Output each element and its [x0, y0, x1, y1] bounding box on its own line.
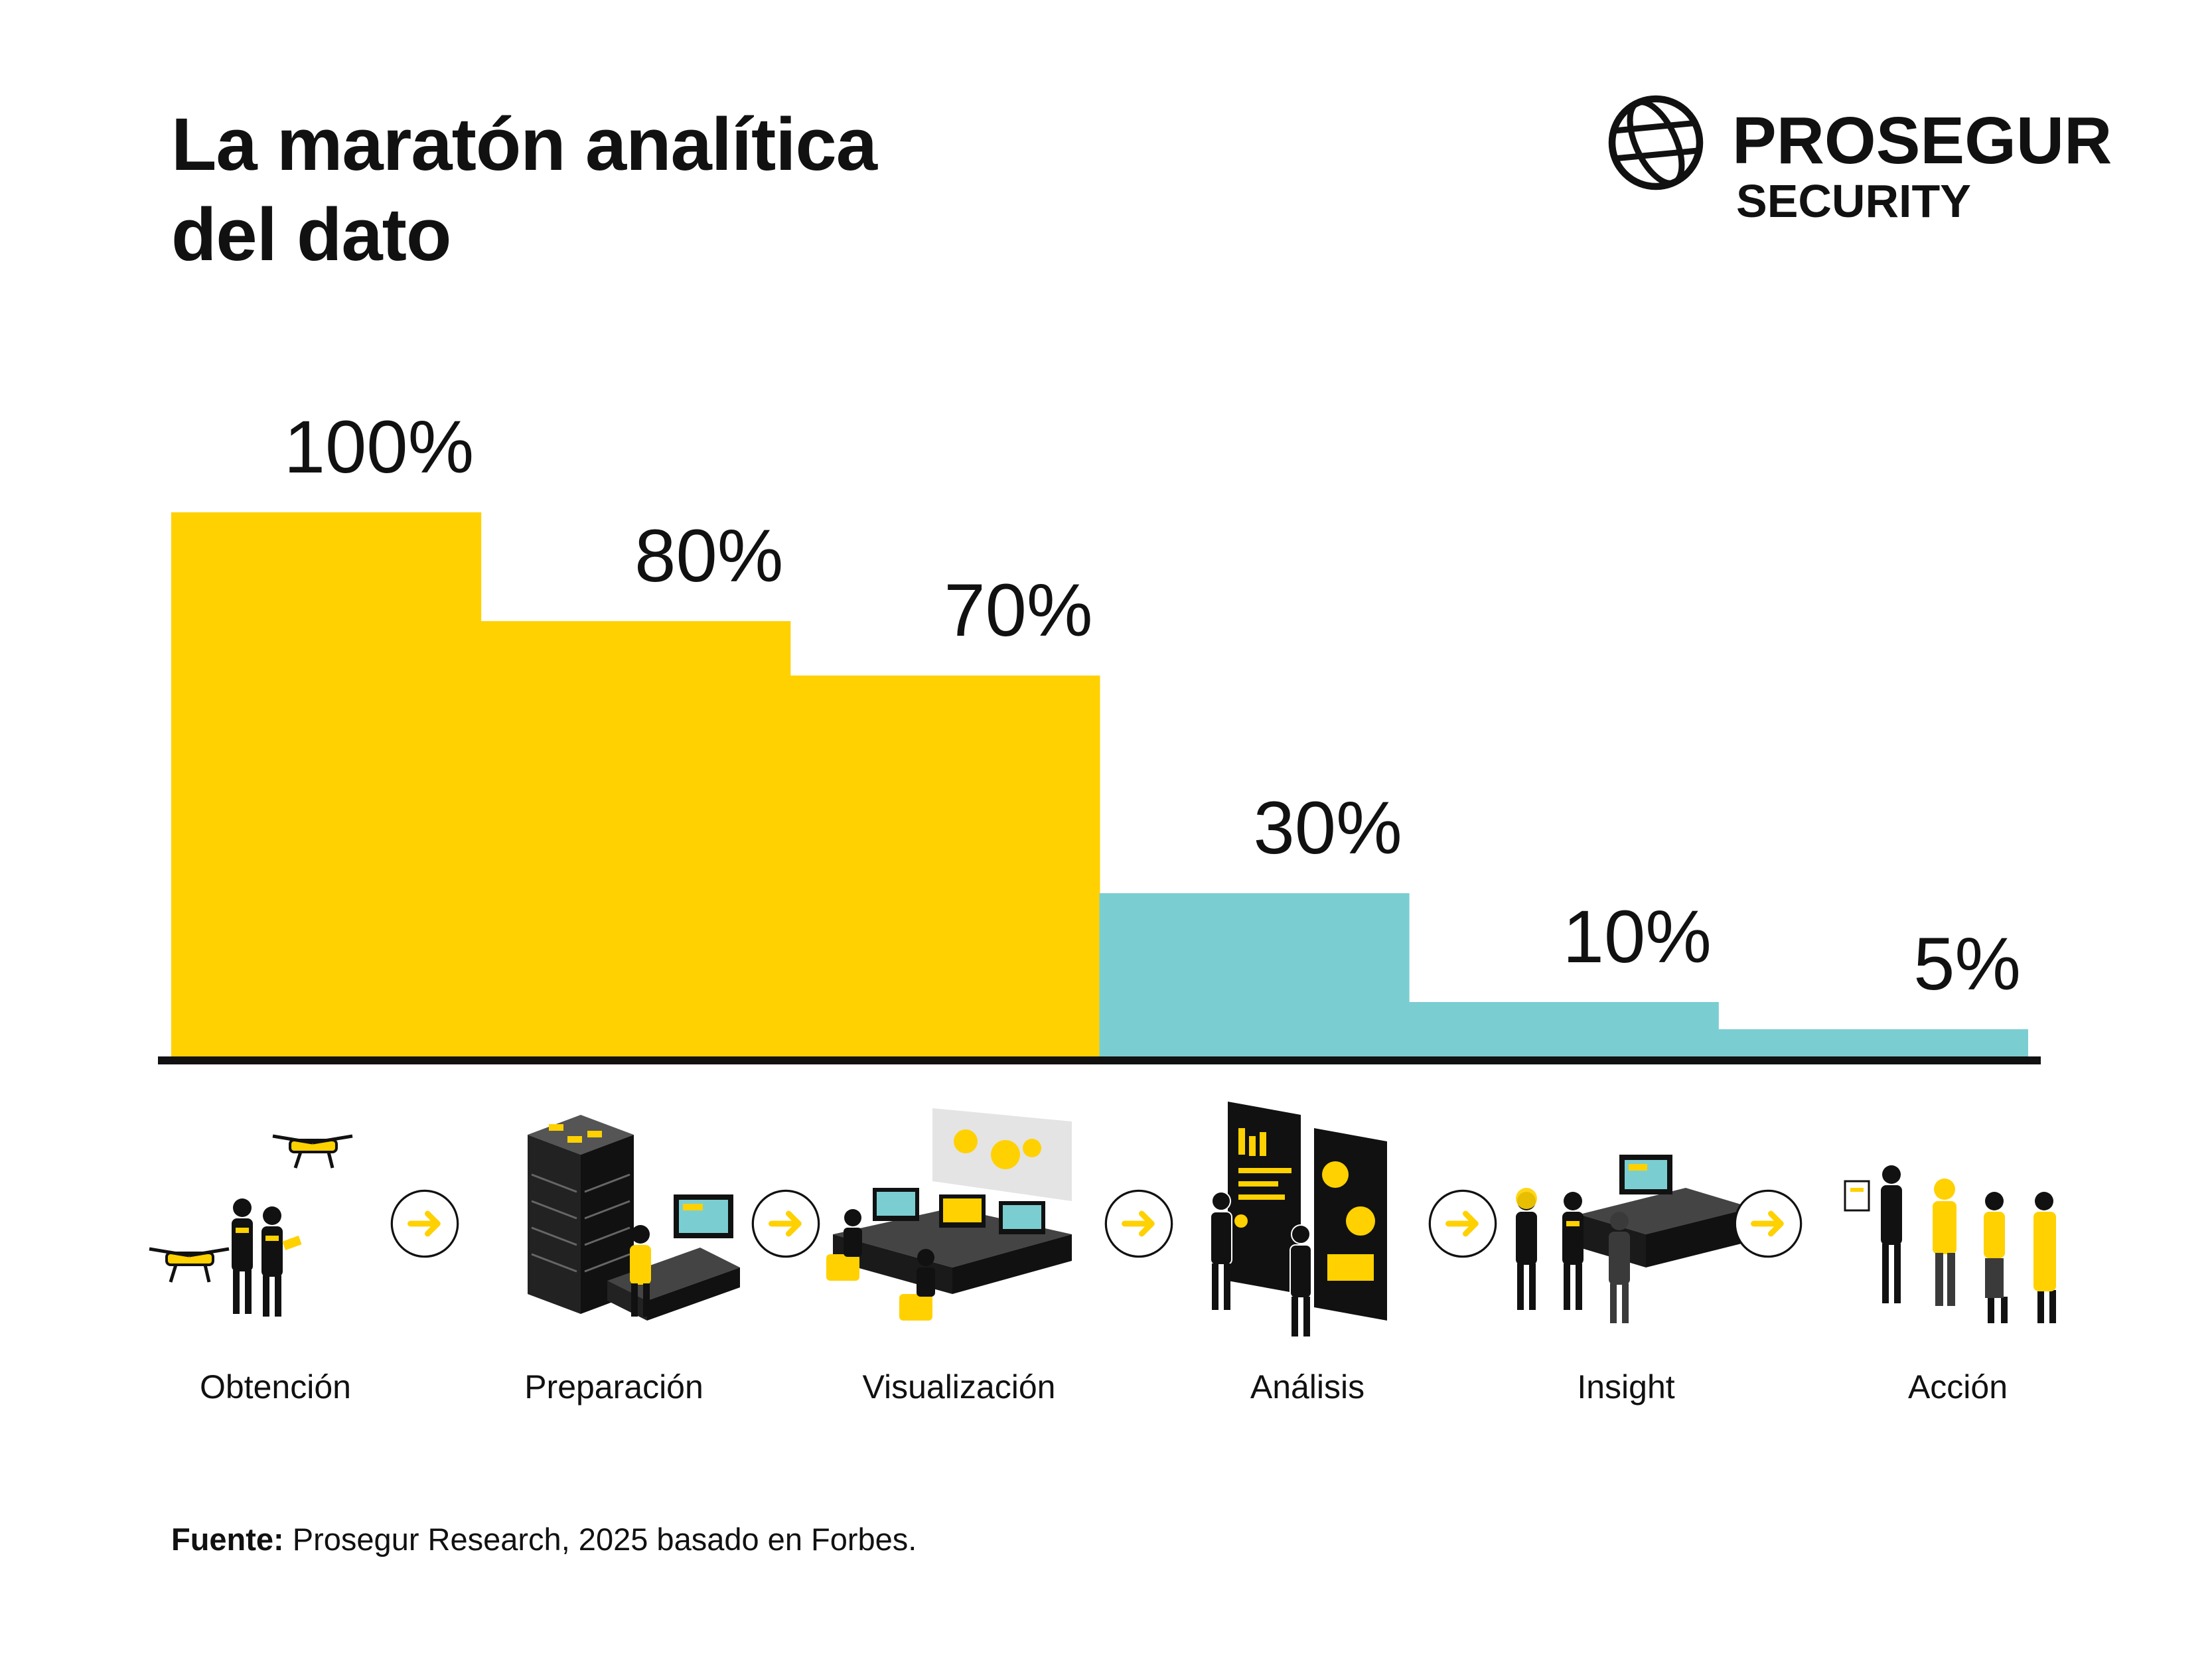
arrow-right-icon — [1733, 1189, 1803, 1258]
bar-1 — [171, 512, 482, 1056]
stage-label: Insight — [1577, 1368, 1675, 1406]
arrow-right-icon — [751, 1189, 820, 1258]
bar-5 — [1408, 1002, 1719, 1056]
field-team-icon — [1844, 1165, 2056, 1323]
arrow-right-icon — [1428, 1189, 1497, 1258]
bar-value-label-5: 10% — [1563, 895, 1712, 978]
bar-value-label-3: 70% — [944, 569, 1092, 652]
meeting-team-icon — [1516, 1155, 1752, 1323]
page-title: La maratón analítica del dato — [171, 100, 877, 280]
bar-value-label-4: 30% — [1253, 786, 1402, 869]
bar-4 — [1099, 893, 1410, 1056]
bar-6 — [1718, 1029, 2028, 1056]
stage-analisis: Análisis — [1168, 1102, 1447, 1420]
arrow-right-icon — [390, 1189, 459, 1258]
globe-icon — [1608, 95, 1704, 190]
title-line-2: del dato — [171, 193, 451, 276]
stage-label: Análisis — [1250, 1368, 1365, 1406]
arrow-right-icon — [1104, 1189, 1173, 1258]
stage-preparacion: Preparación — [475, 1102, 753, 1420]
brand-logo: PROSEGUR SECURITY — [1606, 93, 2124, 239]
control-room-icon — [826, 1108, 1072, 1321]
brand-sub: SECURITY — [1736, 175, 1971, 227]
stage-label: Visualización — [862, 1368, 1056, 1406]
stage-insight: Insight — [1487, 1102, 1765, 1420]
bar-3 — [790, 676, 1100, 1056]
title-line-1: La maratón analítica — [171, 103, 877, 186]
stage-label: Preparación — [524, 1368, 703, 1406]
source-text: Prosegur Research, 2025 basado en Forbes… — [283, 1522, 917, 1557]
stage-label: Obtención — [200, 1368, 351, 1406]
dashboard-analysts-icon — [1210, 1102, 1387, 1336]
bar-chart: 100% 80% 70% 30% 10% 5% — [158, 405, 2041, 1064]
brand-name: PROSEGUR — [1732, 104, 2112, 178]
stage-obtencion: Obtención — [136, 1102, 415, 1420]
stage-accion: Acción — [1818, 1102, 2097, 1420]
source-note: Fuente: Prosegur Research, 2025 basado e… — [171, 1520, 917, 1559]
source-label: Fuente: — [171, 1522, 284, 1557]
server-workstation-icon — [528, 1115, 740, 1321]
stage-label: Acción — [1907, 1368, 2008, 1406]
bar-value-label-6: 5% — [1913, 922, 2021, 1005]
bar-2 — [480, 621, 791, 1056]
bar-value-label-1: 100% — [284, 405, 474, 488]
bar-value-label-2: 80% — [634, 514, 783, 597]
drone-operators-icon — [149, 1134, 353, 1317]
stage-visualizacion: Visualización — [820, 1102, 1098, 1420]
